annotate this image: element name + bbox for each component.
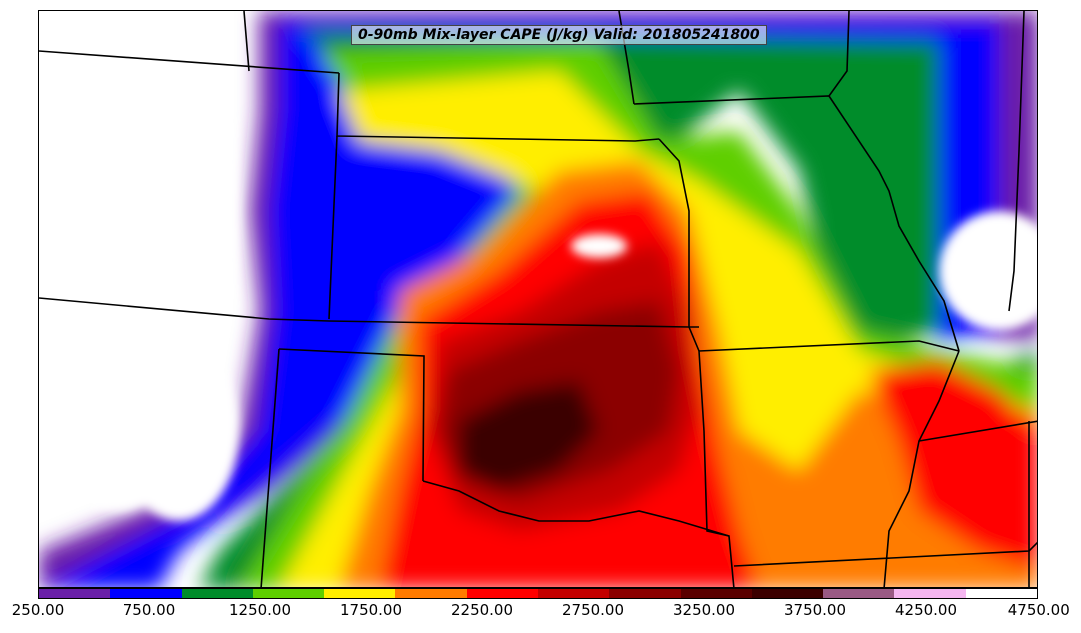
map-title: 0-90mb Mix-layer CAPE (J/kg) Valid: 2018… (351, 25, 767, 45)
colorbar-swatch (181, 589, 253, 598)
colorbar-tick-label: 750.00 (122, 601, 176, 619)
colorbar-swatch (110, 589, 182, 598)
cape-contour-field (39, 11, 1037, 587)
colorbar-tick-label: 4250.00 (894, 601, 958, 619)
colorbar-swatch (537, 589, 610, 598)
state-borders (39, 11, 1037, 587)
colorbar-tick-label: 2750.00 (561, 601, 625, 619)
cape-map: 0-90mb Mix-layer CAPE (J/kg) Valid: 2018… (38, 10, 1038, 588)
colorbar-swatch (39, 589, 111, 598)
colorbar-swatch (609, 589, 681, 598)
colorbar-tick-label: 3750.00 (783, 601, 847, 619)
colorbar-tick-label: 1750.00 (339, 601, 403, 619)
colorbar-tick-label: 2250.00 (450, 601, 514, 619)
colorbar-swatch (894, 589, 966, 598)
colorbar-tick-label: 3250.00 (672, 601, 736, 619)
colorbar-swatch (324, 589, 396, 598)
colorbar (38, 588, 1038, 599)
colorbar-swatch (680, 589, 752, 598)
colorbar-tick-label: 1250.00 (228, 601, 292, 619)
colorbar-swatch (965, 589, 1037, 598)
colorbar-tick-label: 250.00 (11, 601, 65, 619)
colorbar-swatch (252, 589, 325, 598)
colorbar-swatch (466, 589, 538, 598)
colorbar-swatch (823, 589, 895, 598)
colorbar-swatch (395, 589, 467, 598)
colorbar-tick-label: 4750.00 (1007, 601, 1070, 619)
colorbar-swatch (751, 589, 824, 598)
